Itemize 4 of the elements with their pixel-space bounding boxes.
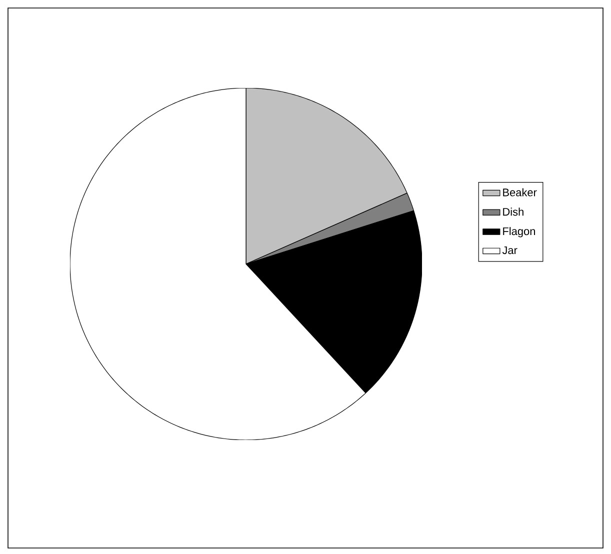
legend-label: Dish bbox=[503, 208, 524, 216]
legend-label: Jar bbox=[502, 246, 518, 254]
legend-label: Beaker bbox=[503, 188, 537, 196]
legend-label: Flagon bbox=[503, 227, 535, 238]
